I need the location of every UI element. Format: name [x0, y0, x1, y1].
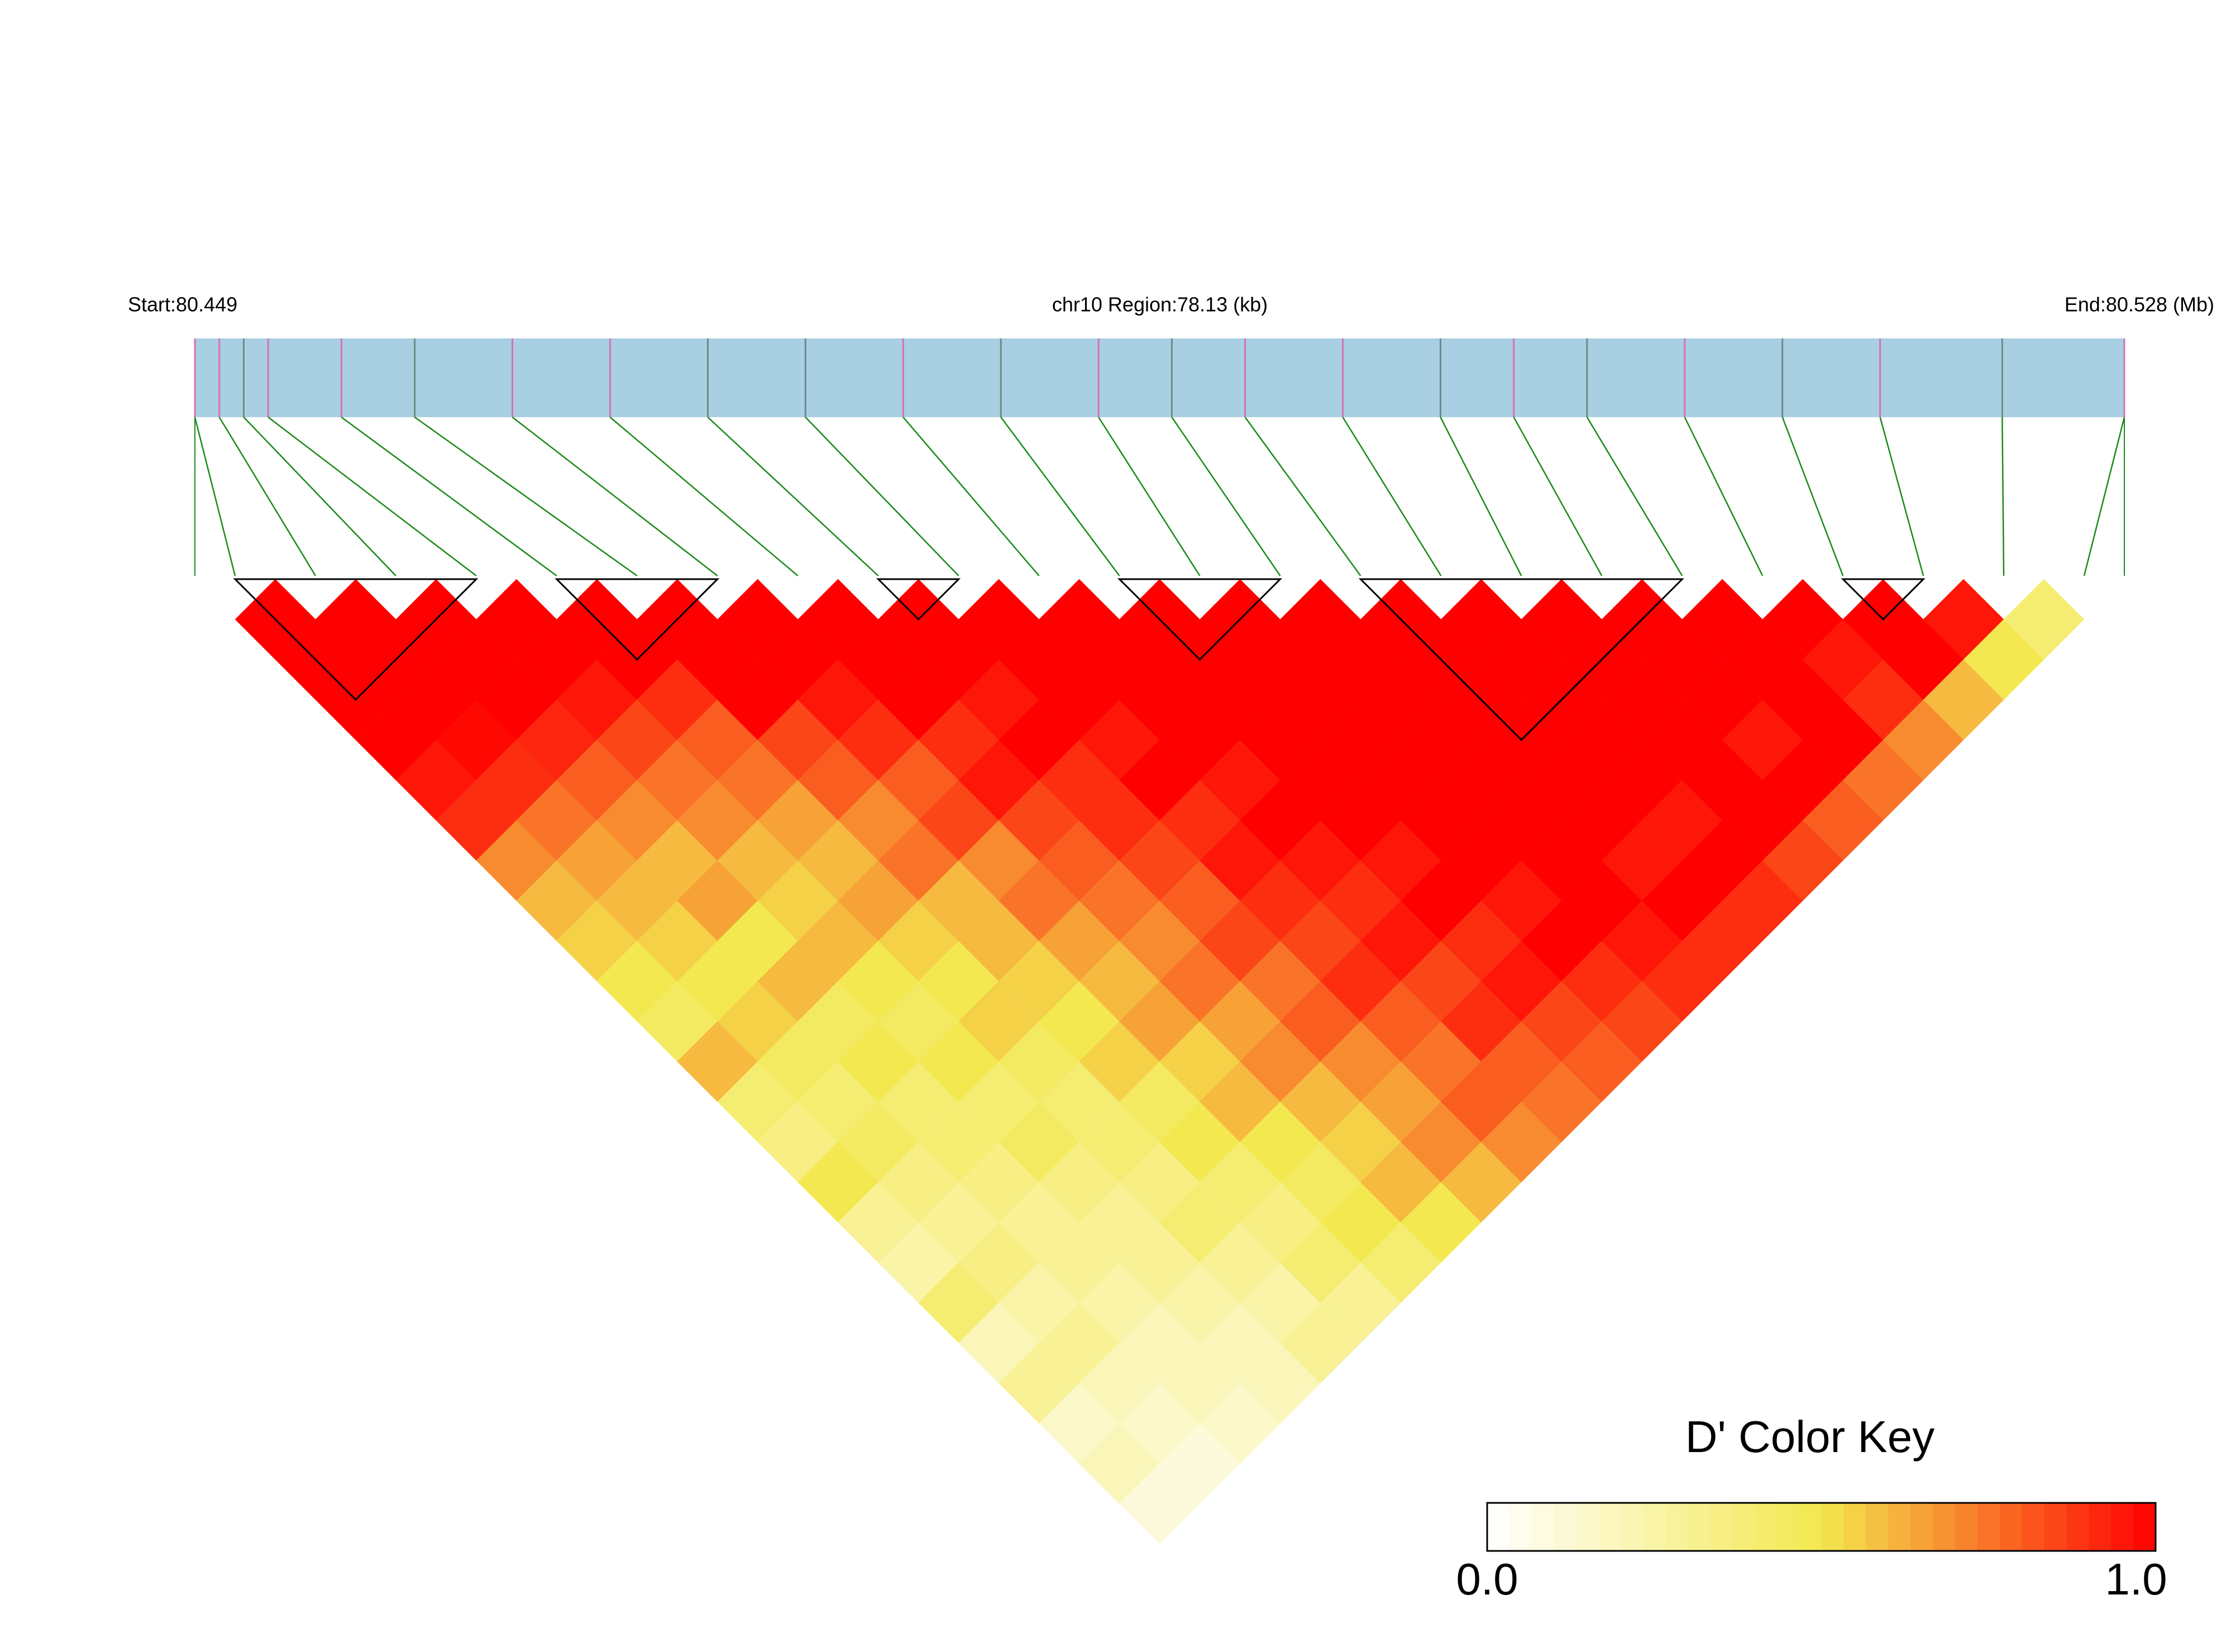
- key-swatch: [1710, 1503, 1733, 1551]
- snp-connector: [1440, 417, 1522, 576]
- key-swatch: [1643, 1503, 1666, 1551]
- snp-connector: [2083, 417, 2125, 576]
- key-swatch: [1799, 1503, 1822, 1551]
- snp-connector: [1879, 417, 1924, 576]
- marker-track: [195, 338, 2124, 417]
- key-swatch: [1621, 1503, 1644, 1551]
- key-swatch: [2111, 1503, 2134, 1551]
- key-swatch: [2044, 1503, 2067, 1551]
- key-frame: [1486, 1502, 2157, 1552]
- key-swatch: [1977, 1503, 2000, 1551]
- key-swatch: [1933, 1503, 1956, 1551]
- key-swatch: [1531, 1503, 1555, 1551]
- snp-connector: [707, 417, 879, 576]
- snp-connector: [267, 417, 477, 576]
- snp-connector: [2001, 417, 2005, 576]
- key-swatch: [1910, 1503, 1933, 1551]
- snp-connector: [1342, 417, 1442, 576]
- key-swatch: [1732, 1503, 1755, 1551]
- snp-connector: [243, 417, 396, 576]
- ld-block: [555, 578, 720, 661]
- key-swatch: [1888, 1503, 1911, 1551]
- end-label: End:80.528 (Mb): [2065, 293, 2214, 316]
- key-swatch: [1754, 1503, 1778, 1551]
- snp-connector: [1513, 417, 1603, 576]
- ld-cell: [2003, 579, 2085, 660]
- key-swatch: [2022, 1503, 2044, 1551]
- key-swatch: [1843, 1503, 1866, 1551]
- snp-connector: [218, 417, 317, 576]
- snp-connector: [512, 417, 718, 576]
- snp-connector: [805, 417, 959, 576]
- key-swatch: [1776, 1503, 1800, 1551]
- key-swatch: [1688, 1503, 1711, 1551]
- key-title: D' Color Key: [1685, 1412, 1935, 1462]
- snp-connector: [1684, 417, 1764, 576]
- key-swatch: [1509, 1503, 1532, 1551]
- region-label: chr10 Region:78.13 (kb): [1052, 293, 1268, 316]
- snp-connector: [1098, 417, 1201, 576]
- snp-connector: [1244, 417, 1361, 576]
- key-swatch: [1866, 1503, 1889, 1551]
- key-swatch: [1576, 1503, 1599, 1551]
- snp-connector: [414, 416, 638, 577]
- key-swatch: [1598, 1503, 1621, 1551]
- key-tick-label: 1.0: [2105, 1554, 2167, 1604]
- ld-block: [1841, 578, 1926, 621]
- key-tick-label: 0.0: [1456, 1554, 1518, 1604]
- ld-block: [1117, 578, 1283, 661]
- key-swatch: [1999, 1503, 2023, 1551]
- key-swatch: [2089, 1503, 2111, 1551]
- key-swatch: [2133, 1503, 2156, 1551]
- snp-connector: [609, 417, 799, 576]
- snp-connector: [1586, 417, 1683, 576]
- snp-connector: [341, 416, 557, 577]
- snp-connector: [902, 417, 1040, 576]
- snp-connector: [194, 417, 236, 576]
- snp-connector: [1781, 417, 1844, 576]
- key-swatch: [1665, 1503, 1688, 1551]
- key-swatch: [2066, 1503, 2089, 1551]
- key-swatch: [1487, 1503, 1510, 1551]
- ld-block: [233, 578, 479, 701]
- snp-connector: [1000, 417, 1120, 576]
- ld-block: [876, 578, 961, 621]
- snp-connector: [1171, 417, 1281, 576]
- start-label: Start:80.449: [128, 293, 237, 316]
- key-swatch: [1554, 1503, 1577, 1551]
- key-swatch: [1821, 1503, 1844, 1551]
- ld-block: [1358, 578, 1684, 742]
- key-swatch: [1955, 1503, 1978, 1551]
